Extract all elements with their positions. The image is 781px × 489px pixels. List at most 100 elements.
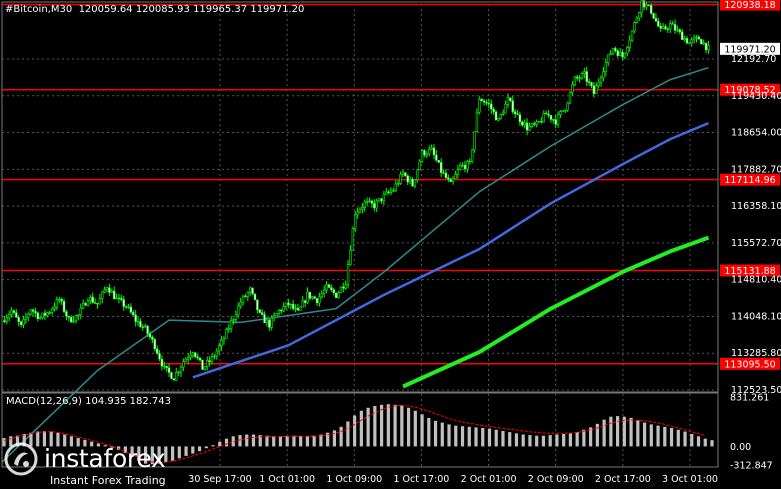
time-tick-label: 1 Oct 09:00 [326,474,382,485]
candle-body [110,290,113,293]
candle-body [614,47,617,52]
macd-histogram-bar [649,424,653,447]
candle-body [599,77,603,83]
candle-body [112,290,116,300]
candle-body [31,309,35,312]
candle-body [707,45,710,51]
macd-histogram-bar [326,432,330,447]
candle-body [241,295,245,303]
candle-body [633,22,636,32]
candle-body [678,29,682,33]
candle-body [602,71,605,79]
macd-histogram-bar [238,435,242,447]
candle-body [265,319,269,324]
macd-histogram-bar [292,435,296,447]
candle-body [77,314,80,316]
candle-body [640,0,643,14]
candle-body [3,320,6,323]
candle-body [695,36,698,39]
macd-histogram-bar [683,431,687,447]
candle-body [282,306,285,312]
candle-body [480,99,483,102]
candle-body [387,191,390,194]
candle-body [19,321,23,325]
candle-body [172,378,176,381]
candle-body [158,353,161,360]
candle-body [12,310,16,313]
current-price-label: 119971.20 [724,44,775,55]
macd-histogram-bar [285,436,289,447]
candle-body [432,147,436,156]
macd-histogram-bar [157,446,161,464]
candle-body [673,24,677,31]
candle-body [587,81,591,83]
candle-body [134,314,137,322]
candle-body [103,289,106,293]
macd-histogram-bar [359,410,363,447]
candle-body [256,299,259,311]
macd-histogram-bar [110,446,114,448]
candle-body [571,84,574,93]
macd-histogram-bar [366,407,370,447]
macd-histogram-bar [137,446,141,461]
level-price-tag [720,264,780,277]
candle-body [671,23,674,25]
candle-body [425,153,429,156]
macd-histogram-bar [609,416,613,447]
candle-body [253,293,257,301]
macd-histogram-bar [22,433,26,447]
level-price-label: 120938.18 [724,0,775,11]
time-tick-label: 3 Oct 01:00 [662,474,718,485]
moving-averages [1,66,710,463]
macd-histogram-bar [29,432,33,447]
candle-body [597,81,600,86]
candle-body [649,5,653,14]
candle-body [473,131,476,151]
price-tick-label: 12192.70 [731,54,776,65]
candle-body [385,191,388,195]
candle-body [308,291,312,299]
candle-body [144,325,147,328]
macd-histogram-bar [575,432,579,447]
candle-body [370,200,374,204]
candle-body [289,303,292,306]
macd-histogram-bar [204,446,208,449]
candle-body [513,111,517,115]
candle-body [511,100,514,112]
macd-histogram-bar [90,441,94,447]
candle-body [697,36,701,40]
candle-body [62,301,66,312]
macd-histogram-bar [272,436,276,447]
candle-body [303,300,307,303]
candle-body [165,365,168,369]
candle-body [275,313,278,317]
price-tick-label: 114810.40 [731,275,781,286]
candle-body [382,193,386,202]
macd-histogram-bar [548,435,552,447]
candle-body [368,200,371,203]
candle-body [79,307,82,316]
candle-body [222,337,226,341]
candle-body [177,371,180,374]
macd-histogram-bar [224,438,229,447]
candle-body [604,62,608,73]
candle-body [692,37,696,41]
candle-body [544,112,548,115]
macd-histogram-bar [528,435,532,447]
candle-body [306,291,309,303]
candle-body [249,287,252,293]
time-tick-label: 2 Oct 17:00 [595,474,651,485]
macd-histogram-bar [265,435,269,447]
macd-histogram-bar [622,416,626,447]
candle-body [294,307,297,310]
candle-body [468,160,471,163]
macd-histogram-bar [710,440,714,447]
candle-body [413,179,417,187]
macd-histogram-bar [447,424,451,447]
macd-histogram-bar [170,446,175,461]
macd-histogram-bar [406,407,411,447]
candle-body [680,31,684,40]
candle-body [339,286,343,293]
candle-body [358,208,362,213]
